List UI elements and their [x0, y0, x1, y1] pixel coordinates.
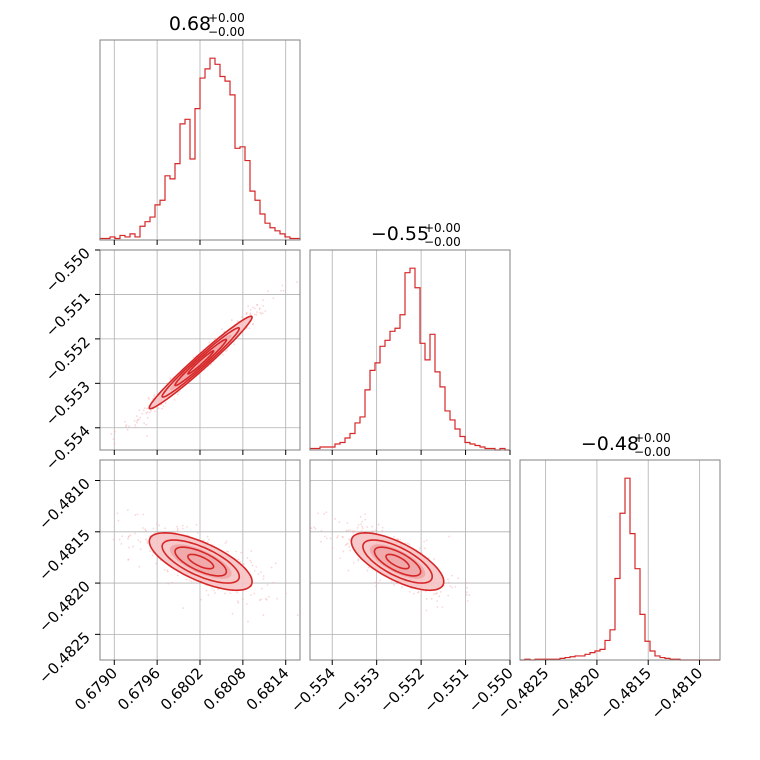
x-tick-label-1-0: −0.554 [287, 664, 339, 716]
contour-line-3 [187, 350, 215, 375]
x-tick-label-1-2: −0.552 [376, 664, 428, 716]
x-tick-label-0-2: 0.6802 [157, 664, 207, 714]
y-tick-label-1-1: −0.553 [42, 377, 94, 429]
hist-panel-1: −0.55+0.00−0.00 [309, 221, 511, 455]
y-tick-label-1-0: −0.554 [42, 422, 94, 474]
hist-frame-1 [309, 249, 511, 451]
contour-line-3 [187, 553, 215, 570]
histogram-0 [99, 57, 301, 240]
y-tick-label-2-2: −0.4815 [35, 526, 94, 585]
param-title-1: −0.55 [371, 223, 429, 245]
contour-fill-inner [169, 544, 232, 579]
contour-line-2 [373, 546, 422, 577]
y-tick-label-1-3: −0.551 [42, 289, 94, 341]
scatter-panel-2-1 [309, 459, 511, 665]
hist-panel-2: −0.48+0.00−0.00 [519, 431, 721, 665]
contour-line-2 [174, 546, 228, 577]
contour-line-0 [148, 315, 253, 410]
contour-line-0 [350, 531, 445, 592]
param-title-minus-1: −0.00 [424, 235, 461, 249]
contour-line-3 [385, 553, 410, 570]
contour-line-1 [161, 327, 241, 398]
contour-fill-inner [169, 334, 232, 391]
param-title-plus-1: +0.00 [424, 221, 461, 235]
x-tick-label-2-3: −0.4810 [648, 664, 707, 723]
hist-frame-2 [519, 459, 721, 661]
scatter-panel-1-0 [95, 249, 301, 455]
y-tick-label-1-4: −0.550 [42, 244, 94, 296]
x-tick-label-0-1: 0.6796 [114, 664, 164, 714]
histogram-2 [520, 477, 720, 661]
contour-line-1 [362, 539, 434, 584]
param-title-plus-2: +0.00 [634, 431, 671, 445]
y-tick-label-2-3: −0.4810 [35, 475, 94, 534]
x-tick-label-1-1: −0.553 [332, 664, 384, 716]
x-tick-label-2-2: −0.4815 [596, 664, 655, 723]
x-tick-label-1-3: −0.551 [420, 664, 472, 716]
contour-line-0 [148, 531, 253, 592]
histogram-1 [309, 267, 510, 451]
param-title-2: −0.48 [581, 433, 639, 455]
param-title-minus-2: −0.00 [634, 445, 671, 459]
x-tick-label-0-0: 0.6790 [71, 664, 121, 714]
scatter-panel-2-0 [95, 459, 301, 665]
y-tick-label-1-2: −0.552 [42, 333, 94, 385]
param-title-plus-0: +0.00 [208, 11, 245, 25]
param-title-0: 0.68 [169, 13, 211, 35]
x-tick-label-2-1: −0.4820 [545, 664, 604, 723]
contour-line-2 [174, 338, 228, 387]
x-tick-label-0-4: 0.6814 [243, 664, 293, 714]
y-tick-label-2-0: −0.4825 [35, 628, 94, 687]
contour-line-1 [161, 539, 241, 584]
hist-panel-0: 0.68+0.00−0.00 [99, 11, 301, 245]
scatter-frame [309, 459, 511, 661]
y-tick-label-2-1: −0.4820 [35, 577, 94, 636]
param-title-minus-0: −0.00 [208, 25, 245, 39]
contour-fill-inner [369, 544, 426, 579]
x-tick-label-0-3: 0.6808 [200, 664, 250, 714]
